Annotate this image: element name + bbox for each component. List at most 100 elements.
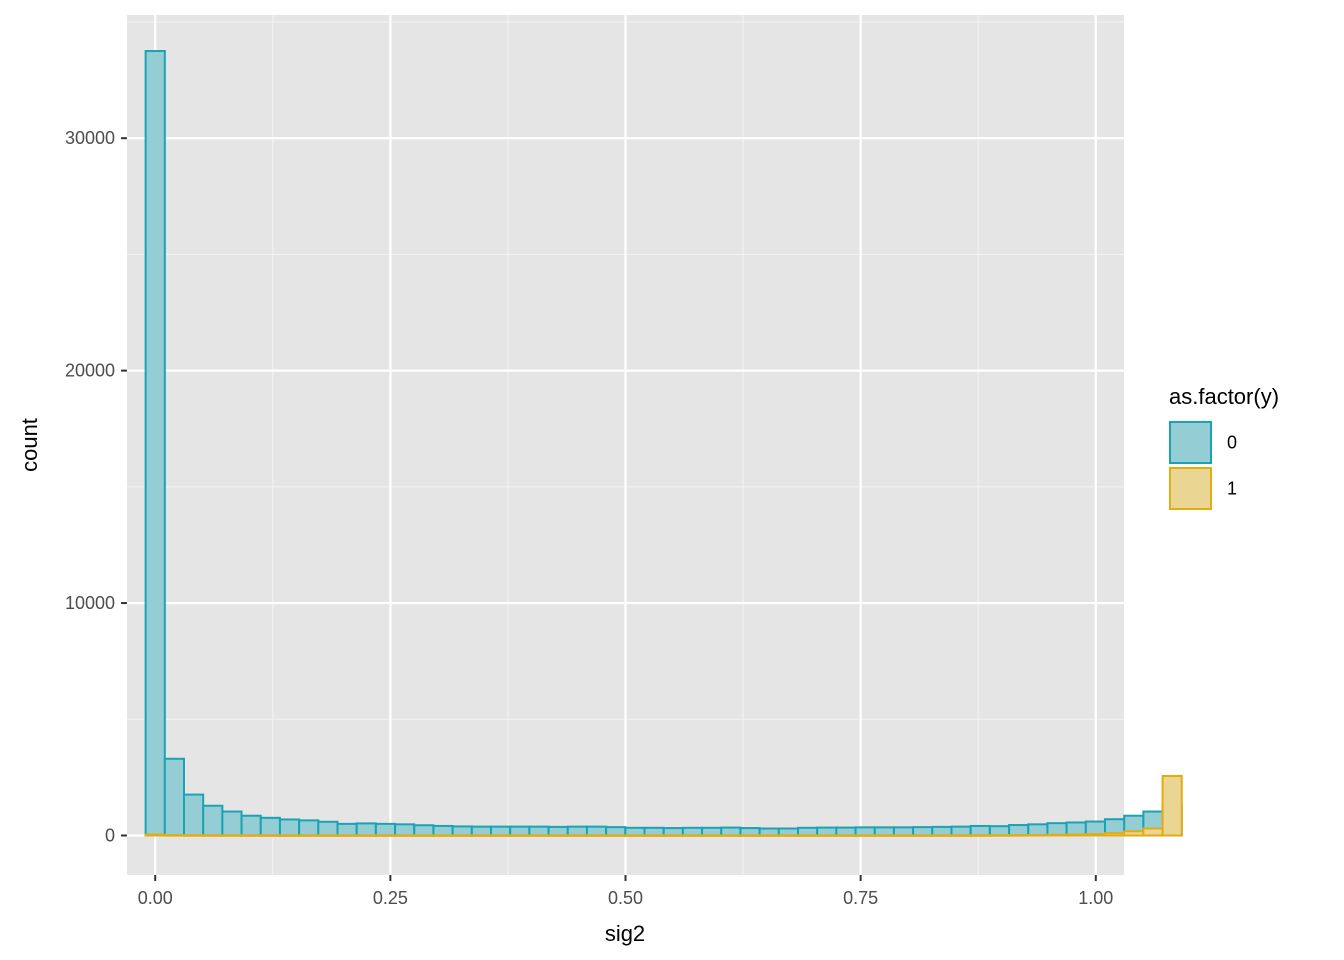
bar-series-1 [854,834,876,837]
bar-series-1 [163,834,185,837]
bar-series-0 [394,823,416,837]
bar-series-0 [566,825,588,837]
bar-series-1 [489,834,512,837]
bar-series-0 [317,820,339,837]
bar-series-0 [374,822,397,837]
bar-series-0 [202,804,224,837]
legend-label-1: 1 [1227,479,1237,499]
bar-series-0 [509,825,531,837]
bar-series-0 [643,826,665,837]
bar-series-1 [1123,830,1145,837]
bar-series-1 [182,834,205,837]
bar-series-0 [816,826,838,837]
bar-series-1 [624,834,646,837]
x-tick-label: 0.50 [608,888,643,908]
x-axis-title: sig2 [605,921,645,946]
bar-series-1 [432,834,454,837]
bar-series-1 [605,834,627,837]
bar-series-1 [278,834,301,837]
bar-series-0 [912,826,934,837]
y-tick-label: 0 [105,825,115,845]
bar-series-1 [451,834,473,837]
bar-series-0 [528,825,550,837]
bar-series-1 [336,834,358,837]
bar-series-1 [1046,833,1068,837]
bar-series-0 [489,825,512,837]
y-tick-label: 10000 [65,593,115,613]
bar-series-0 [605,826,627,837]
bar-series-1 [585,834,608,837]
bar-series-0 [432,824,454,837]
legend-key-0 [1169,421,1212,464]
bar-series-0 [873,826,895,837]
x-tick-label: 0.00 [138,888,173,908]
bar-series-1 [835,834,857,837]
bar-series-1 [355,834,377,837]
bar-series-1 [221,834,243,837]
bar-series-1 [547,834,569,837]
x-axis: 0.00 0.25 0.50 0.75 1.00 [138,875,1113,908]
bar-series-0 [969,824,991,837]
bar-series-0 [259,816,281,837]
y-tick-label: 30000 [65,128,115,148]
bar-series-0 [892,826,915,837]
bar-series-0 [278,818,301,837]
bar-series-1 [298,834,320,837]
legend-title: as.factor(y) [1169,384,1279,409]
bar-series-0 [451,825,473,837]
series-1 [144,774,1183,837]
bar-series-1 [681,834,704,837]
bar-series-0 [681,826,704,837]
bar-series-1 [758,834,780,837]
bar-series-1 [969,834,991,837]
bar-series-0 [988,825,1011,837]
bar-series-1 [1084,833,1107,837]
bar-series-0 [144,50,166,837]
bar-series-1 [1104,832,1126,837]
bar-series-1 [1161,774,1183,837]
x-tick-label: 0.75 [843,888,878,908]
bar-series-0 [1008,824,1030,837]
bar-series-1 [144,833,166,837]
bar-series-1 [566,834,588,837]
bar-series-1 [1142,827,1164,837]
bar-series-1 [912,834,934,837]
bar-series-1 [816,834,838,837]
bar-series-1 [1065,833,1087,837]
legend-key-1 [1169,467,1212,510]
bar-series-0 [221,810,243,837]
x-tick-label: 0.25 [373,888,408,908]
bar-series-1 [988,834,1011,837]
bar-series-1 [394,834,416,837]
bar-series-0 [1065,821,1087,837]
bar-series-1 [796,834,819,837]
bar-series-1 [873,834,895,837]
bar-series-0 [298,819,320,837]
bar-series-0 [1027,823,1049,837]
bar-series-0 [413,824,435,837]
bar-series-1 [950,834,972,837]
bar-series-1 [374,834,397,837]
bar-series-1 [240,834,262,837]
bar-series-1 [739,834,761,837]
bar-series-1 [470,834,492,837]
y-axis-title: count [17,418,42,472]
bar-series-0 [701,826,723,837]
bar-series-1 [931,834,953,837]
legend-label-0: 0 [1227,433,1237,453]
bar-series-1 [643,834,665,837]
bar-series-1 [1027,834,1049,837]
bar-series-1 [720,834,742,837]
legend: as.factor(y) 0 1 [1169,384,1279,510]
bar-series-1 [202,834,224,837]
bar-series-0 [182,793,205,837]
bar-series-0 [835,826,857,837]
bar-series-0 [547,825,569,837]
bar-series-0 [720,826,742,837]
y-tick-label: 20000 [65,361,115,381]
bar-series-1 [1008,834,1030,837]
bar-series-0 [931,825,953,837]
bar-series-1 [413,834,435,837]
bar-series-0 [163,757,185,837]
bar-series-0 [950,825,972,837]
